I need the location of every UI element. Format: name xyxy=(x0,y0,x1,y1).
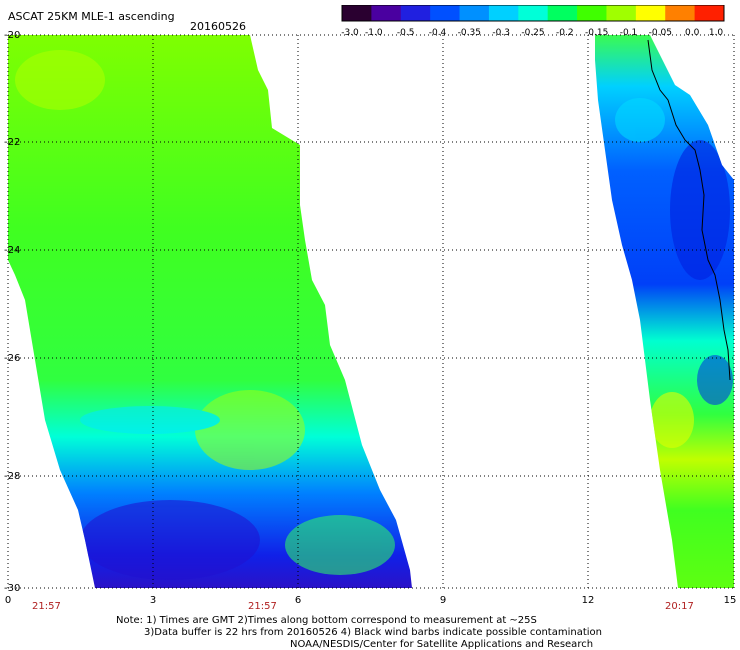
map-title: ASCAT 25KM MLE-1 ascending xyxy=(8,10,175,23)
colorbar-label: -0.1 xyxy=(620,28,638,38)
y-tick-labels: -20 -22 -24 -26 -28 -30 xyxy=(4,30,20,594)
colorbar-label: -0.35 xyxy=(458,28,481,38)
colorbar: -3.0 -1.0 -0.5 -0.4 -0.35 -0.3 -0.25 -0.2 -0.15 -… xyxy=(341,5,725,38)
colorbar-label: 1.0 xyxy=(709,28,724,38)
colorbar-swatch xyxy=(488,5,519,21)
colorbar-swatch xyxy=(665,5,696,21)
y-tick-label: -26 xyxy=(4,353,20,364)
colorbar-swatch xyxy=(606,5,637,21)
time-label: 21:57 xyxy=(32,601,61,612)
x-tick-label: 0 xyxy=(5,595,11,606)
colorbar-swatch xyxy=(400,5,431,21)
y-tick-label: -30 xyxy=(4,583,20,594)
colorbar-label: -0.3 xyxy=(492,28,510,38)
x-tick-label: 3 xyxy=(150,595,156,606)
x-tick-labels: 0 3 6 9 12 15 xyxy=(5,595,737,606)
gridlines xyxy=(7,34,735,589)
x-tick-label: 15 xyxy=(724,595,737,606)
note-line-2: 3)Data buffer is 22 hrs from 20160526 4)… xyxy=(144,627,602,638)
note-line-3: NOAA/NESDIS/Center for Satellite Applica… xyxy=(290,639,594,650)
colorbar-swatch xyxy=(342,5,372,21)
left-swath xyxy=(8,35,412,588)
y-tick-label: -20 xyxy=(4,30,20,41)
map-date: 20160526 xyxy=(190,20,246,33)
colorbar-label: -0.15 xyxy=(585,28,608,38)
note-line-1: Note: 1) Times are GMT 2)Times along bot… xyxy=(116,615,537,626)
coastline xyxy=(647,39,731,381)
colorbar-swatch xyxy=(371,5,402,21)
colorbar-label: -0.05 xyxy=(649,28,672,38)
right-swath xyxy=(595,35,734,588)
colorbar-swatch xyxy=(430,5,461,21)
colorbar-border xyxy=(341,5,725,22)
time-label: 21:57 xyxy=(248,601,277,612)
colorbar-label: -0.2 xyxy=(556,28,574,38)
x-tick-label: 12 xyxy=(582,595,595,606)
time-label: 20:17 xyxy=(665,601,694,612)
colorbar-swatch xyxy=(459,5,490,21)
colorbar-label: -0.4 xyxy=(429,28,447,38)
colorbar-swatch xyxy=(547,5,578,21)
colorbar-swatch xyxy=(577,5,607,21)
y-tick-label: -24 xyxy=(4,245,20,256)
colorbar-label: -0.5 xyxy=(397,28,415,38)
colorbar-swatch xyxy=(694,5,725,21)
colorbar-label: 0.0 xyxy=(685,28,700,38)
colorbar-swatch xyxy=(518,5,549,21)
colorbar-swatch xyxy=(635,5,666,21)
colorbar-label: -1.0 xyxy=(365,28,383,38)
colorbar-label: -0.25 xyxy=(521,28,544,38)
colorbar-label: -3.0 xyxy=(341,28,359,38)
x-tick-label: 6 xyxy=(295,595,301,606)
y-tick-label: -28 xyxy=(4,471,20,482)
y-tick-label: -22 xyxy=(4,137,20,148)
x-tick-label: 9 xyxy=(440,595,446,606)
time-labels: 21:57 21:57 20:17 xyxy=(32,601,694,612)
